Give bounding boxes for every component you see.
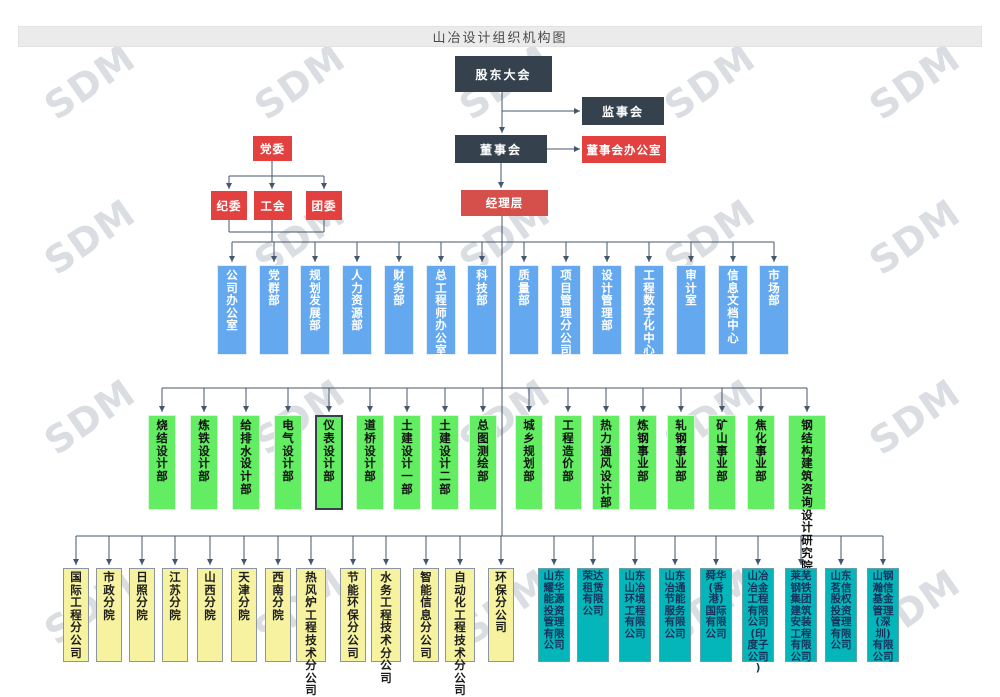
node-party-org[interactable]: 团委 bbox=[306, 191, 342, 220]
watermark-text: SDM bbox=[36, 190, 144, 284]
node-design-dept[interactable]: 烧结设计部 bbox=[148, 415, 176, 510]
node-subsidiary[interactable]: 舜华(香港)国际有限公司 bbox=[700, 568, 732, 662]
org-chart-canvas: SDM SDM SDM SDM SDM SDM SDM SDM SDM SDM SDM SDM SDM S… bbox=[18, 26, 982, 697]
node-functional-dept[interactable]: 党群部 bbox=[259, 265, 289, 355]
node-functional-dept[interactable]: 规划发展部 bbox=[300, 265, 330, 355]
node-design-dept[interactable]: 电气设计部 bbox=[274, 415, 302, 510]
node-functional-dept[interactable]: 公司办公室 bbox=[217, 265, 247, 355]
node-design-dept[interactable]: 仪表设计部 bbox=[315, 415, 343, 510]
node-functional-dept[interactable]: 项目管理分公司 bbox=[551, 265, 581, 356]
node-subsidiary[interactable]: 莱芜钢铁集团建筑安装工程有限公司 bbox=[785, 568, 817, 662]
node-design-dept[interactable]: 矿山事业部 bbox=[708, 415, 736, 510]
node-board-of-directors[interactable]: 董事会 bbox=[455, 135, 547, 163]
node-board-office[interactable]: 董事会办公室 bbox=[582, 136, 666, 163]
node-design-dept[interactable]: 土建设计二部 bbox=[431, 415, 459, 510]
watermark-text: SDM bbox=[36, 560, 144, 654]
page-title: 山冶设计组织机构图 bbox=[18, 26, 982, 47]
node-management-layer[interactable]: 经理层 bbox=[461, 190, 548, 216]
node-functional-dept[interactable]: 科技部 bbox=[467, 265, 497, 355]
node-branch-company[interactable]: 山西分院 bbox=[197, 568, 223, 662]
node-branch-company[interactable]: 国际工程分公司 bbox=[63, 568, 89, 662]
watermark-text: SDM bbox=[36, 370, 144, 464]
node-branch-company[interactable]: 西南分院 bbox=[265, 568, 291, 662]
node-functional-dept[interactable]: 总工程师办公室 bbox=[426, 265, 456, 356]
node-branch-company[interactable]: 市政分院 bbox=[96, 568, 122, 662]
node-design-dept[interactable]: 工程造价部 bbox=[554, 415, 582, 510]
node-design-dept[interactable]: 给排水设计部 bbox=[232, 415, 260, 510]
node-subsidiary[interactable]: 山东茗信股权投资管理有限公司 bbox=[825, 568, 857, 662]
node-subsidiary[interactable]: 山钢瀚信基金管理(深圳)有限公司 bbox=[867, 568, 899, 662]
node-functional-dept[interactable]: 工程数字化中心 bbox=[634, 265, 664, 356]
node-design-dept[interactable]: 城乡规划部 bbox=[515, 415, 543, 510]
node-branch-company[interactable]: 环保分公司 bbox=[488, 568, 514, 662]
watermark-text: SDM bbox=[861, 35, 969, 129]
node-functional-dept[interactable]: 设计管理部 bbox=[592, 265, 622, 355]
node-subsidiary[interactable]: 荣达租赁有限公司 bbox=[577, 568, 609, 662]
node-design-dept[interactable]: 热力通风设计部 bbox=[592, 415, 620, 510]
node-party-org[interactable]: 工会 bbox=[254, 191, 292, 220]
node-shareholders-meeting[interactable]: 股东大会 bbox=[455, 56, 552, 92]
node-subsidiary[interactable]: 山东山冶环境工程有限公司 bbox=[619, 568, 651, 662]
node-branch-company[interactable]: 热风炉工程技术分公司 bbox=[296, 568, 326, 697]
node-subsidiary[interactable]: 山冶冶金工程有限公司(印度子公司) bbox=[742, 568, 774, 674]
node-design-dept[interactable]: 焦化事业部 bbox=[747, 415, 775, 510]
watermark-text: SDM bbox=[36, 35, 144, 129]
node-design-dept[interactable]: 钢结构建筑咨询设计研究院 bbox=[788, 415, 826, 572]
watermark-text: SDM bbox=[246, 35, 354, 129]
node-branch-company[interactable]: 自动化工程技术分公司 bbox=[445, 568, 475, 697]
node-design-dept[interactable]: 炼铁设计部 bbox=[190, 415, 218, 510]
node-design-dept[interactable]: 土建设计一部 bbox=[393, 415, 421, 510]
node-supervisory-board[interactable]: 监事会 bbox=[582, 97, 664, 125]
node-branch-company[interactable]: 日照分院 bbox=[129, 568, 155, 662]
node-functional-dept[interactable]: 市场部 bbox=[759, 265, 789, 355]
node-functional-dept[interactable]: 审计室 bbox=[676, 265, 706, 355]
watermark-text: SDM bbox=[861, 190, 969, 284]
node-functional-dept[interactable]: 质量部 bbox=[509, 265, 539, 355]
node-subsidiary[interactable]: 山东冶通节能服务有限公司 bbox=[659, 568, 691, 662]
node-party-org[interactable]: 纪委 bbox=[211, 191, 247, 220]
node-design-dept[interactable]: 炼钢事业部 bbox=[629, 415, 657, 510]
node-design-dept[interactable]: 道桥设计部 bbox=[356, 415, 384, 510]
node-branch-company[interactable]: 江苏分院 bbox=[162, 568, 188, 662]
node-subsidiary[interactable]: 山东耀华能源投资管理有限公司 bbox=[538, 568, 570, 662]
node-functional-dept[interactable]: 财务部 bbox=[384, 265, 414, 355]
watermark-text: SDM bbox=[861, 370, 969, 464]
node-branch-company[interactable]: 节能环保分公司 bbox=[340, 568, 366, 662]
node-branch-company[interactable]: 水务工程技术分公司 bbox=[371, 568, 401, 684]
node-functional-dept[interactable]: 信息文档中心 bbox=[718, 265, 748, 355]
node-design-dept[interactable]: 轧钢事业部 bbox=[667, 415, 695, 510]
node-branch-company[interactable]: 智能信息分公司 bbox=[413, 568, 439, 662]
node-functional-dept[interactable]: 人力资源部 bbox=[342, 265, 372, 355]
watermark-text: SDM bbox=[656, 35, 764, 129]
node-branch-company[interactable]: 天津分院 bbox=[231, 568, 257, 662]
node-design-dept[interactable]: 总图测绘部 bbox=[469, 415, 497, 510]
node-party-committee[interactable]: 党委 bbox=[253, 136, 292, 161]
